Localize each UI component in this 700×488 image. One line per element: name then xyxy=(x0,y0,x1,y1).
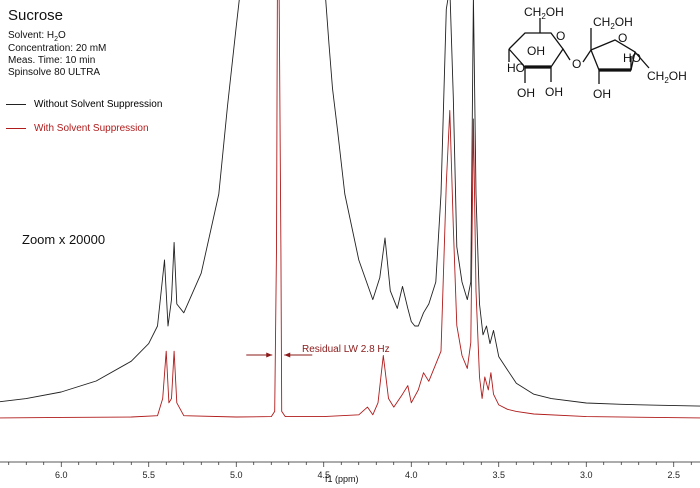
series-line-with-suppression xyxy=(0,0,700,419)
x-tick-label: 6.0 xyxy=(55,470,68,480)
legend-label-without: Without Solvent Suppression xyxy=(34,98,163,110)
mol-oh-2: OH xyxy=(517,86,535,100)
solvent-subscript: 2 xyxy=(54,36,59,43)
mol-ch2oh-3: CH2OH xyxy=(647,69,687,85)
legend-label-with: With Solvent Suppression xyxy=(34,122,149,134)
x-axis-label: f1 (ppm) xyxy=(325,474,359,484)
instrument-info: Spinsolve 80 ULTRA xyxy=(8,67,101,78)
series-line-without-suppression xyxy=(0,0,700,407)
legend-item-with-suppression: With Solvent Suppression xyxy=(6,121,149,135)
concentration-info: Concentration: 20 mM xyxy=(8,43,107,54)
x-tick-label: 4.0 xyxy=(405,470,418,480)
x-tick-label: 5.5 xyxy=(142,470,155,480)
x-tick-label: 5.0 xyxy=(230,470,243,480)
mol-oh-1: OH xyxy=(527,44,545,58)
arrow-left-head xyxy=(266,352,273,358)
x-axis: 6.0 5.5 5.0 4.5 4.0 3.5 3.0 2.5 xyxy=(0,461,700,480)
sucrose-structure-image: CH2OH O OH HO OH OH O CH2OH O HO OH CH2O… xyxy=(507,5,687,101)
mol-ho-2: HO xyxy=(623,51,641,65)
mol-ring-oxygen-2: O xyxy=(618,31,627,45)
zoom-label: Zoom x 20000 xyxy=(22,232,106,247)
mol-oh-4: OH xyxy=(593,87,611,101)
solvent-prefix: Solvent: H xyxy=(8,30,55,41)
legend-item-without-suppression: Without Solvent Suppression xyxy=(6,97,162,111)
meas-time-info: Meas. Time: 10 min xyxy=(8,55,96,66)
chart-title: Sucrose xyxy=(8,7,64,24)
solvent-suffix: O xyxy=(58,30,66,41)
legend-swatch-black xyxy=(6,103,26,105)
mol-ch2oh-1: CH2OH xyxy=(524,5,564,21)
mol-ho-1: HO xyxy=(507,61,525,75)
x-tick-label: 2.5 xyxy=(667,470,680,480)
mol-ring-oxygen-1: O xyxy=(556,29,565,43)
mol-ch2oh-2: CH2OH xyxy=(593,15,633,31)
mol-glycosidic-oxygen: O xyxy=(572,57,581,71)
x-tick-label: 4.5 xyxy=(317,470,330,480)
plot-area xyxy=(0,0,700,419)
x-tick-label: 3.0 xyxy=(580,470,593,480)
residual-linewidth-annotation: Residual LW 2.8 Hz xyxy=(302,344,390,355)
linewidth-arrows xyxy=(246,352,313,358)
x-tick-label: 3.5 xyxy=(492,470,505,480)
arrow-right-head xyxy=(284,352,291,358)
mol-oh-3: OH xyxy=(545,85,563,99)
legend-swatch-red xyxy=(6,127,26,129)
solvent-info: Solvent: H2O xyxy=(8,30,66,46)
